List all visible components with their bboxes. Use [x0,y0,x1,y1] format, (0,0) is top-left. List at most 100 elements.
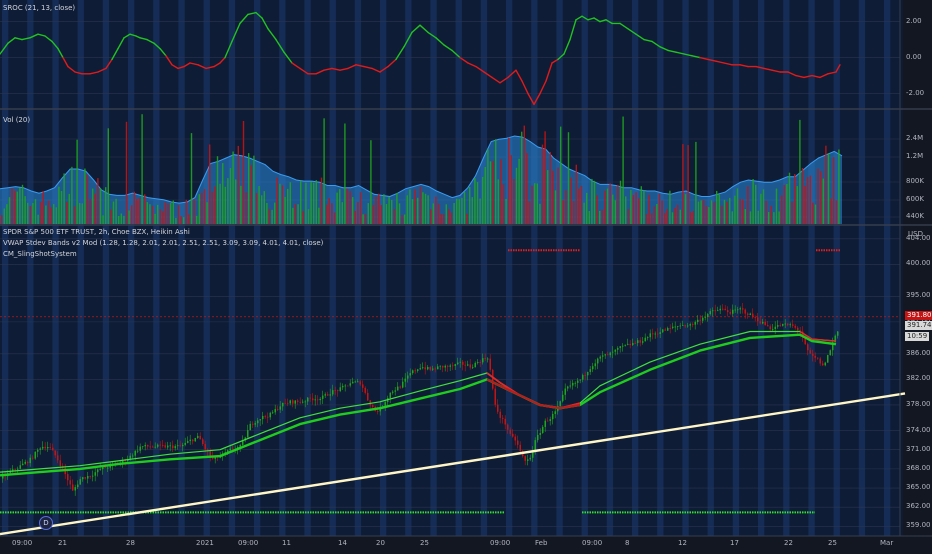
candle-body [417,369,419,371]
session-stripe [291,0,299,536]
volume-bar [58,186,60,224]
sroc-line-segment [475,65,485,73]
session-stripe [808,0,815,536]
candle-body [259,419,261,421]
candle-body [519,444,521,452]
price-y-tick: 365.00 [906,483,931,492]
volume-bar [118,216,120,224]
candle-body [464,364,466,366]
candle-body [442,365,444,368]
sroc-line-segment [171,64,179,70]
session-stripe [128,0,135,536]
session-stripe [228,0,236,536]
volume-ma-line [0,135,843,204]
volume-bar [726,201,728,224]
volume-bar [396,192,398,224]
candle-body [407,375,409,379]
volume-bar [180,216,182,224]
volume-bar [287,188,289,224]
volume-bar [749,211,752,224]
volume-bar [682,144,684,224]
candle-body [787,323,789,326]
sroc-line-segment [755,65,765,70]
price-y-tick: 382.00 [906,374,931,383]
session-stripe [619,0,626,536]
volume-bar [16,191,18,224]
candle-body [349,383,351,386]
candle-body [204,444,206,450]
volume-bar [817,168,819,224]
sroc-line-segment [803,74,813,79]
sroc-line-segment [62,56,69,68]
volume-bar [102,215,104,224]
candle-body [527,459,529,461]
session-stripe [506,0,513,536]
sroc-line-segment [533,92,541,106]
dividend-event-badge[interactable]: D [39,516,53,530]
candle-body [394,390,396,392]
time-axis-tick: 11 [282,539,291,547]
time-axis-tick: 28 [126,539,135,547]
candle-body [647,337,649,339]
sroc-line-segment [189,62,199,66]
candle-body [477,362,479,363]
session-stripe [758,0,765,536]
candle-body [239,444,241,448]
candle-body [314,399,316,401]
candle-body [364,387,366,393]
candle-body [574,382,576,384]
candle-body [562,394,564,402]
candle-body [709,311,711,315]
candle-body [34,451,36,459]
candle-body [247,430,249,438]
volume-bar [734,195,736,224]
candle-body [624,344,626,346]
volume-bar [365,214,367,224]
candle-body [487,358,489,360]
volume-bar [8,197,11,224]
candle-body [737,309,739,311]
volume-bar [261,195,263,224]
candle-body [54,450,56,456]
volume-bar [40,202,42,224]
candle-body [404,378,406,382]
session-stripe [493,0,500,536]
session-stripe [871,0,878,536]
sroc-line-segment [419,24,429,34]
candle-body [612,351,614,353]
sroc-line-segment [355,64,365,68]
session-stripe [657,0,664,536]
volume-bar [762,189,765,224]
volume-bar [770,205,772,224]
candle-body [129,455,131,459]
sroc-y-tick: 2.00 [906,16,922,25]
sroc-line-segment [771,69,781,73]
grid-lines [0,0,903,536]
sroc-line-segment [291,62,301,70]
volume-bar [721,205,723,224]
volume-bar [305,182,307,224]
volume-bar [796,186,798,224]
sroc-line-segment [787,71,797,77]
volume-bar [466,213,468,224]
candle-body [784,323,786,325]
sroc-line-segment [507,69,517,79]
sroc-line-segment [205,65,215,70]
candle-body [17,468,19,470]
volume-bar [671,212,674,224]
volume-bar [411,199,414,224]
session-stripe [632,0,639,536]
session-stripe [279,0,286,536]
sroc-line-segment [219,56,226,64]
volume-bar [167,203,169,224]
candle-body [554,411,556,414]
session-stripe [846,0,853,536]
candle-body [572,382,574,386]
session-stripe [254,0,261,536]
candle-body [402,381,404,388]
session-stripe [884,0,891,536]
sroc-line-segment [37,33,46,37]
volume-bar [203,189,206,224]
